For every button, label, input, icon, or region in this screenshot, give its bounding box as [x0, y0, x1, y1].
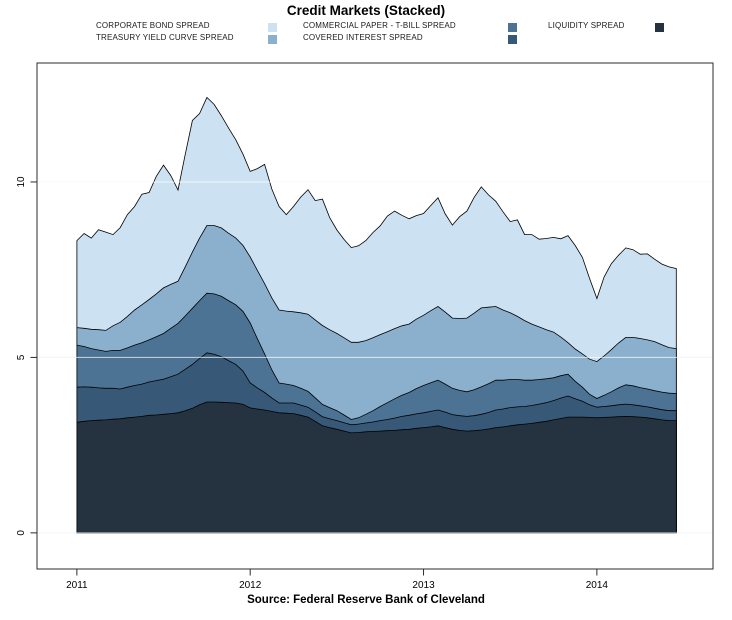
legend-label-treasury-yield: TREASURY YIELD CURVE SPREAD	[96, 33, 234, 42]
chart-title: Credit Markets (Stacked)	[286, 3, 446, 18]
legend-swatch-commercial-paper-icon	[508, 23, 517, 32]
legend-label-liquidity: LIQUIDITY SPREAD	[548, 21, 625, 30]
legend-swatch-corporate-bond-icon	[268, 23, 277, 32]
svg-text:2011: 2011	[66, 580, 88, 591]
legend-swatch-covered-interest-icon	[508, 35, 517, 44]
legend-swatch-treasury-yield-icon	[268, 35, 277, 44]
svg-text:2012: 2012	[239, 580, 262, 591]
legend-label-corporate-bond: CORPORATE BOND SPREAD	[96, 21, 210, 30]
legend-label-commercial-paper: COMMERCIAL PAPER - T-BILL SPREAD	[303, 21, 456, 30]
legend-label-covered-interest: COVERED INTEREST SPREAD	[303, 33, 423, 42]
source-caption: Source: Federal Reserve Bank of Clevelan…	[247, 594, 485, 606]
svg-text:2014: 2014	[586, 580, 609, 591]
svg-text:5: 5	[16, 354, 27, 360]
svg-text:2013: 2013	[412, 580, 435, 591]
svg-text:10: 10	[16, 176, 27, 188]
svg-text:0: 0	[16, 530, 27, 536]
legend-swatch-liquidity-icon	[655, 23, 664, 32]
